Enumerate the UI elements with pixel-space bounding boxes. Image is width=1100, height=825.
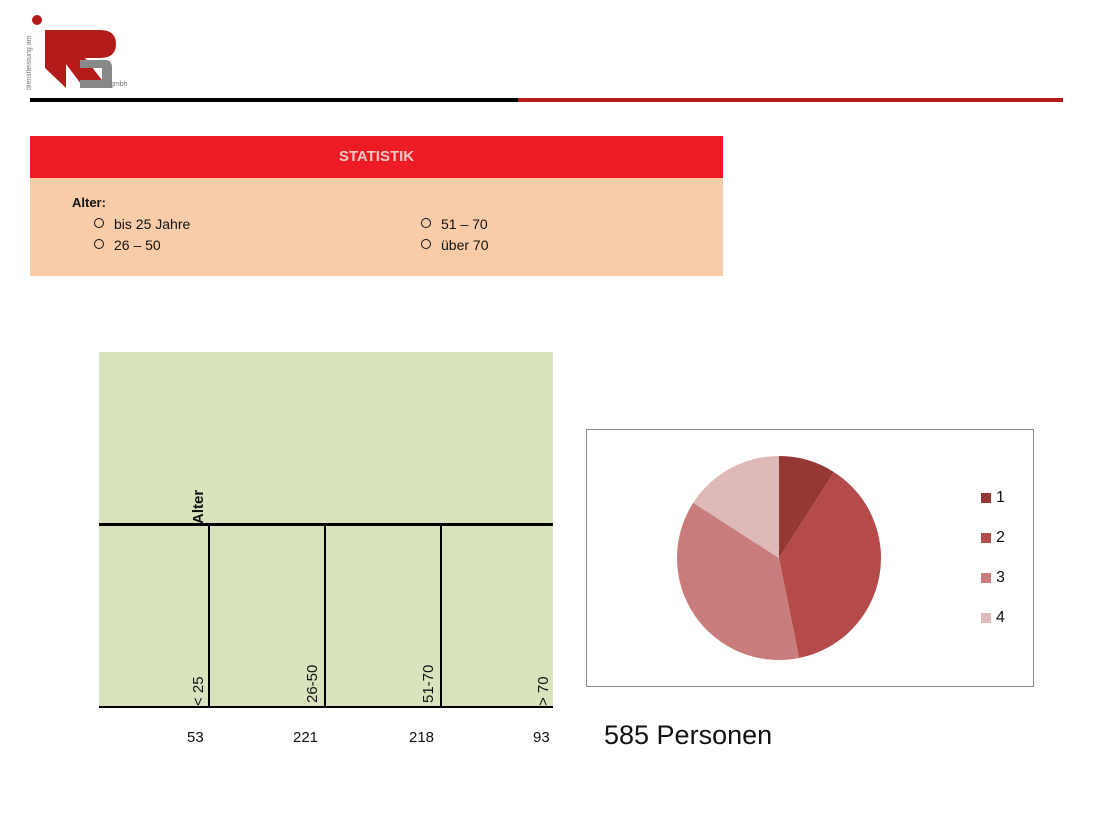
tally-category-label: 51-70 [420, 664, 437, 703]
tally-title: Alter [190, 489, 207, 524]
total-persons: 585 Personen [604, 720, 773, 750]
tally-category-label: > 70 [535, 676, 552, 706]
pie-slice-4 [693, 456, 779, 558]
option-ueber-70[interactable]: über 70 [421, 237, 488, 253]
pie-slice-2 [779, 472, 881, 658]
tally-baseline [99, 706, 553, 708]
legend-swatch [981, 493, 991, 503]
radio-icon[interactable] [94, 239, 104, 249]
legend-label: 1 [996, 489, 1005, 506]
tally-count: 93 [533, 729, 550, 746]
legend-swatch [981, 533, 991, 543]
tally-category-label: 26-50 [304, 664, 321, 703]
alter-label: Alter: [72, 195, 106, 210]
header-rule-red [518, 98, 1063, 102]
tally-count: 218 [409, 729, 435, 746]
legend-label: 2 [996, 529, 1005, 546]
logo-suffix: gmbh [110, 81, 128, 88]
statistik-title: STATISTIK [30, 136, 723, 178]
tally-divider [440, 525, 442, 707]
radio-icon[interactable] [421, 218, 431, 228]
tally-divider [208, 525, 210, 707]
legend-swatch [981, 613, 991, 623]
pie-slice-1 [779, 456, 834, 558]
legend-swatch [981, 573, 991, 583]
legend-label: 3 [996, 569, 1005, 586]
tally-count: 53 [187, 729, 204, 746]
tally-divider [324, 525, 326, 707]
pie-slice-3 [677, 502, 800, 660]
option-bis-25[interactable]: bis 25 Jahre [94, 216, 190, 232]
legend-label: 4 [996, 609, 1005, 626]
tally-count: 221 [293, 729, 319, 746]
statistik-body [30, 178, 723, 276]
option-51-70[interactable]: 51 – 70 [421, 216, 488, 232]
radio-icon[interactable] [421, 239, 431, 249]
logo-side-text: dienstleistung am [26, 35, 33, 90]
tally-category-label: < 25 [190, 676, 207, 706]
header-rule-black [30, 98, 520, 102]
pie-chart [677, 456, 881, 660]
tally-header-line [99, 523, 553, 526]
company-logo [32, 15, 116, 88]
option-26-50[interactable]: 26 – 50 [94, 237, 161, 253]
tally-chart-area [99, 352, 553, 707]
radio-icon[interactable] [94, 218, 104, 228]
